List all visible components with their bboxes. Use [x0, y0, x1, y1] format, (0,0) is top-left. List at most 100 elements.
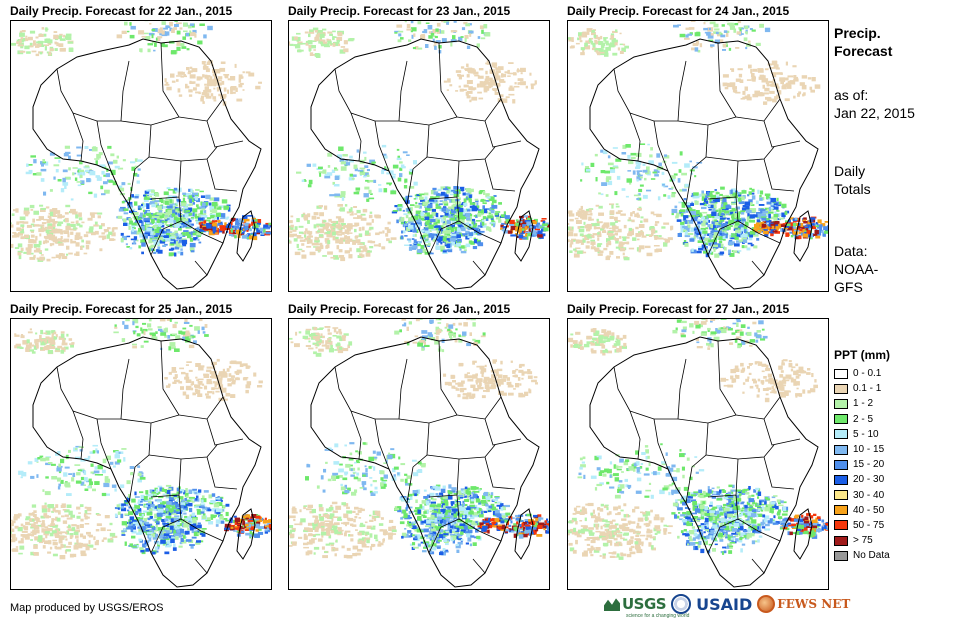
rain-cell: [143, 330, 146, 336]
rain-cell: [344, 250, 350, 254]
rain-cell: [489, 81, 495, 85]
rain-cell: [742, 245, 748, 249]
rain-cell: [268, 222, 271, 225]
rain-cell: [140, 239, 146, 244]
rain-cell: [168, 371, 172, 375]
rain-cell: [49, 346, 56, 349]
rain-cell: [703, 240, 706, 244]
rain-cell: [20, 523, 24, 527]
rain-cell: [61, 347, 66, 352]
rain-cell: [600, 193, 604, 196]
rain-cell: [713, 31, 719, 34]
rain-cell: [121, 182, 126, 186]
rain-cell: [725, 204, 730, 209]
rain-cell: [133, 212, 139, 216]
rain-cell: [787, 223, 791, 227]
rain-cell: [718, 31, 722, 35]
rain-cell: [151, 204, 157, 208]
rain-cell: [247, 233, 251, 237]
rain-cell: [651, 232, 654, 237]
rain-cell: [316, 216, 320, 219]
rain-cell: [502, 226, 507, 229]
rain-cell: [386, 238, 390, 242]
rain-cell: [159, 27, 163, 31]
rain-cell: [328, 218, 332, 222]
rain-cell: [722, 223, 728, 227]
rain-cell: [363, 172, 369, 177]
rain-cell: [49, 152, 55, 156]
rain-cell: [244, 222, 249, 227]
rain-cell: [699, 193, 702, 197]
rain-cell: [54, 48, 58, 51]
rain-cell: [289, 227, 291, 231]
rain-cell: [318, 250, 321, 253]
rain-cell: [594, 48, 598, 52]
rain-cell: [710, 201, 716, 204]
rain-cell: [425, 221, 430, 226]
rain-cell: [759, 197, 763, 201]
rain-cell: [446, 243, 451, 248]
rain-cell: [60, 236, 63, 240]
rain-cell: [587, 234, 592, 239]
rain-cell: [178, 381, 183, 384]
rain-cell: [106, 234, 110, 239]
rain-cell: [725, 41, 728, 46]
rain-cell: [213, 78, 219, 84]
rain-cell: [365, 230, 370, 235]
rain-cell: [66, 36, 72, 40]
rain-cell: [332, 30, 336, 33]
rain-cell: [508, 222, 515, 226]
rain-cell: [220, 371, 227, 374]
rain-cell: [334, 193, 341, 197]
rain-cell: [615, 211, 621, 215]
rain-cell: [188, 94, 193, 97]
rain-cell: [44, 502, 47, 505]
rain-cell: [94, 541, 99, 546]
rain-cell: [235, 361, 242, 365]
rain-cell: [175, 22, 182, 25]
rain-cell: [36, 529, 40, 534]
rain-cell: [407, 224, 414, 229]
rain-cell: [388, 240, 392, 244]
rain-cell: [339, 158, 345, 162]
rain-cell: [76, 539, 79, 544]
rain-cell: [198, 366, 204, 371]
rain-cell: [472, 220, 476, 225]
rain-cell: [104, 476, 109, 481]
rain-cell: [215, 232, 219, 235]
rain-cell: [793, 76, 798, 81]
rain-cell: [698, 229, 704, 234]
rain-cell: [542, 220, 546, 224]
rain-cell: [52, 234, 56, 237]
rain-cell: [426, 203, 433, 209]
rain-cell: [16, 221, 20, 225]
rain-cell: [435, 28, 439, 32]
rain-cell: [459, 186, 465, 191]
rain-cell: [397, 205, 404, 209]
rain-cell: [824, 230, 828, 234]
country-border: [148, 146, 218, 162]
rain-cell: [593, 34, 596, 38]
rain-cell: [164, 235, 169, 238]
rain-cell: [597, 253, 603, 256]
rain-cell: [598, 53, 605, 56]
rain-cell: [719, 217, 726, 220]
rain-cell: [197, 393, 203, 397]
rain-cell: [785, 83, 790, 86]
rain-cell: [18, 552, 23, 555]
rain-cell: [89, 226, 94, 230]
rain-cell: [246, 381, 252, 386]
rain-cell: [729, 252, 735, 257]
rain-cell: [317, 230, 320, 233]
rain-cell: [46, 258, 51, 262]
rain-cell: [181, 371, 186, 375]
rain-cell: [510, 225, 517, 231]
rain-cell: [70, 344, 74, 348]
rain-cell: [84, 165, 90, 168]
rain-cell: [649, 154, 653, 158]
rain-cell: [487, 193, 490, 196]
rain-cell: [465, 196, 471, 201]
rain-cell: [778, 90, 782, 95]
rain-cell: [33, 544, 38, 549]
rain-cell: [176, 241, 179, 245]
